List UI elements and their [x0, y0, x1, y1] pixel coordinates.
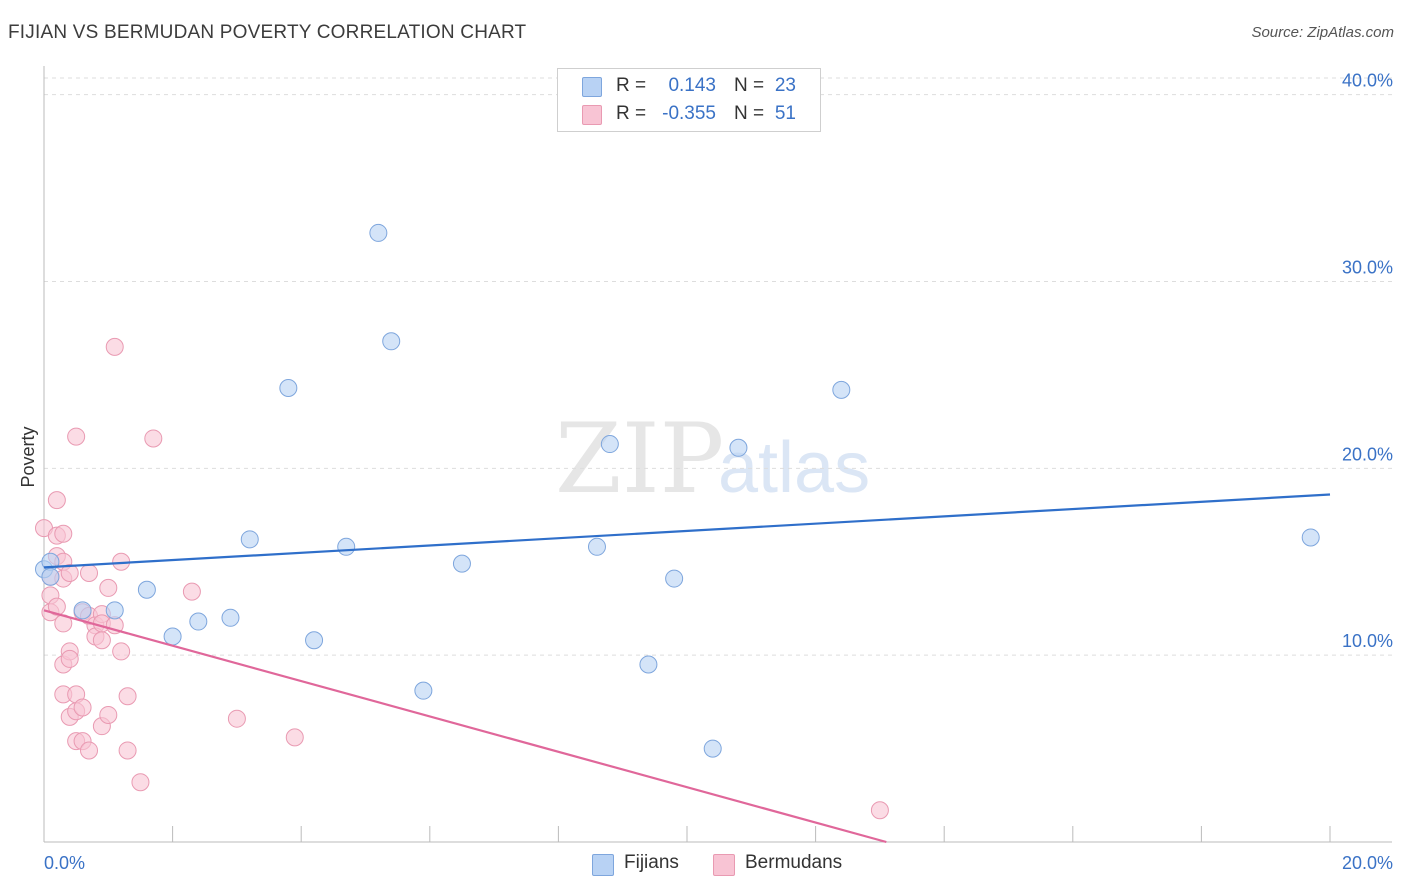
fijian-point — [600, 435, 619, 454]
fijian-point — [337, 537, 356, 556]
bermudan-point — [67, 427, 86, 446]
legend-label-fijians: Fijians — [624, 852, 679, 873]
y-tick-label: 20.0% — [1342, 444, 1393, 464]
fijian-point — [279, 379, 298, 398]
y-tick-label: 40.0% — [1342, 71, 1393, 91]
bermudans-swatch-icon — [713, 854, 735, 876]
fijian-point — [137, 580, 156, 599]
legend-row-fijians: R = 0.143 N = 23 — [558, 72, 820, 100]
fijian-point — [105, 601, 124, 620]
bermudan-point — [131, 773, 150, 792]
bermudan-point — [118, 741, 137, 760]
bermudan-point — [99, 705, 118, 724]
fijian-point — [305, 631, 324, 650]
fijian-point — [382, 332, 401, 351]
chart-title: FIJIAN VS BERMUDAN POVERTY CORRELATION C… — [8, 22, 527, 43]
bermudan-point — [144, 429, 163, 448]
fijian-point — [1301, 528, 1320, 547]
fijian-point — [73, 601, 92, 620]
bermudan-point — [47, 491, 66, 510]
n-value: 51 — [774, 103, 796, 124]
watermark-zip: ZIP — [555, 403, 724, 515]
bermudan-point — [60, 649, 79, 668]
legend-label-bermudans: Bermudans — [745, 852, 843, 873]
fijian-point — [729, 438, 748, 457]
r-label: R = — [616, 103, 647, 124]
n-label: N = — [734, 75, 765, 96]
bermudan-points — [35, 337, 889, 820]
r-value: -0.355 — [662, 103, 716, 124]
fijian-point — [163, 627, 182, 646]
correlation-legend: R = 0.143 N = 23 R = -0.355 N = 51 — [557, 68, 821, 132]
bermudan-point — [73, 698, 92, 717]
fijians-swatch-icon — [582, 77, 602, 97]
fijian-point — [587, 537, 606, 556]
x-tick-label: 20.0% — [1342, 853, 1393, 873]
n-label: N = — [734, 103, 765, 124]
bermudan-point — [118, 687, 137, 706]
bermudan-point — [99, 578, 118, 597]
fijian-point — [221, 608, 240, 627]
bermudan-trend-line — [43, 609, 887, 844]
fijian-point — [703, 739, 722, 758]
bermudan-point — [80, 563, 99, 582]
fijian-point — [832, 380, 851, 399]
r-value: 0.143 — [668, 75, 716, 96]
bermudan-point — [47, 597, 66, 616]
bermudan-point — [105, 337, 124, 356]
bermudan-point — [870, 801, 889, 820]
fijian-point — [189, 612, 208, 631]
fijian-point — [414, 681, 433, 700]
r-label: R = — [616, 75, 647, 96]
fijian-point — [639, 655, 658, 674]
bermudan-point — [92, 631, 111, 650]
fijian-point — [240, 530, 259, 549]
source-label: Source: ZipAtlas.com — [1251, 24, 1394, 41]
bermudan-point — [80, 741, 99, 760]
n-value: 23 — [774, 75, 796, 96]
fijian-point — [452, 554, 471, 573]
y-tick-label: 30.0% — [1342, 258, 1393, 278]
bermudans-swatch-icon — [582, 105, 602, 125]
y-axis-title: Poverty — [18, 426, 38, 487]
bermudan-point — [285, 728, 304, 747]
bermudan-point — [54, 524, 73, 543]
fijian-trend-line — [43, 493, 1331, 569]
fijian-point — [41, 567, 60, 586]
bermudan-point — [182, 582, 201, 601]
y-tick-label: 10.0% — [1342, 631, 1393, 651]
legend-row-bermudans: R = -0.355 N = 51 — [558, 100, 820, 128]
bermudan-point — [227, 709, 246, 728]
bermudan-point — [60, 563, 79, 582]
bermudan-point — [112, 642, 131, 661]
fijian-point — [369, 223, 388, 242]
fijians-swatch-icon — [592, 854, 614, 876]
x-tick-label: 0.0% — [44, 853, 85, 873]
fijian-point — [665, 569, 684, 588]
